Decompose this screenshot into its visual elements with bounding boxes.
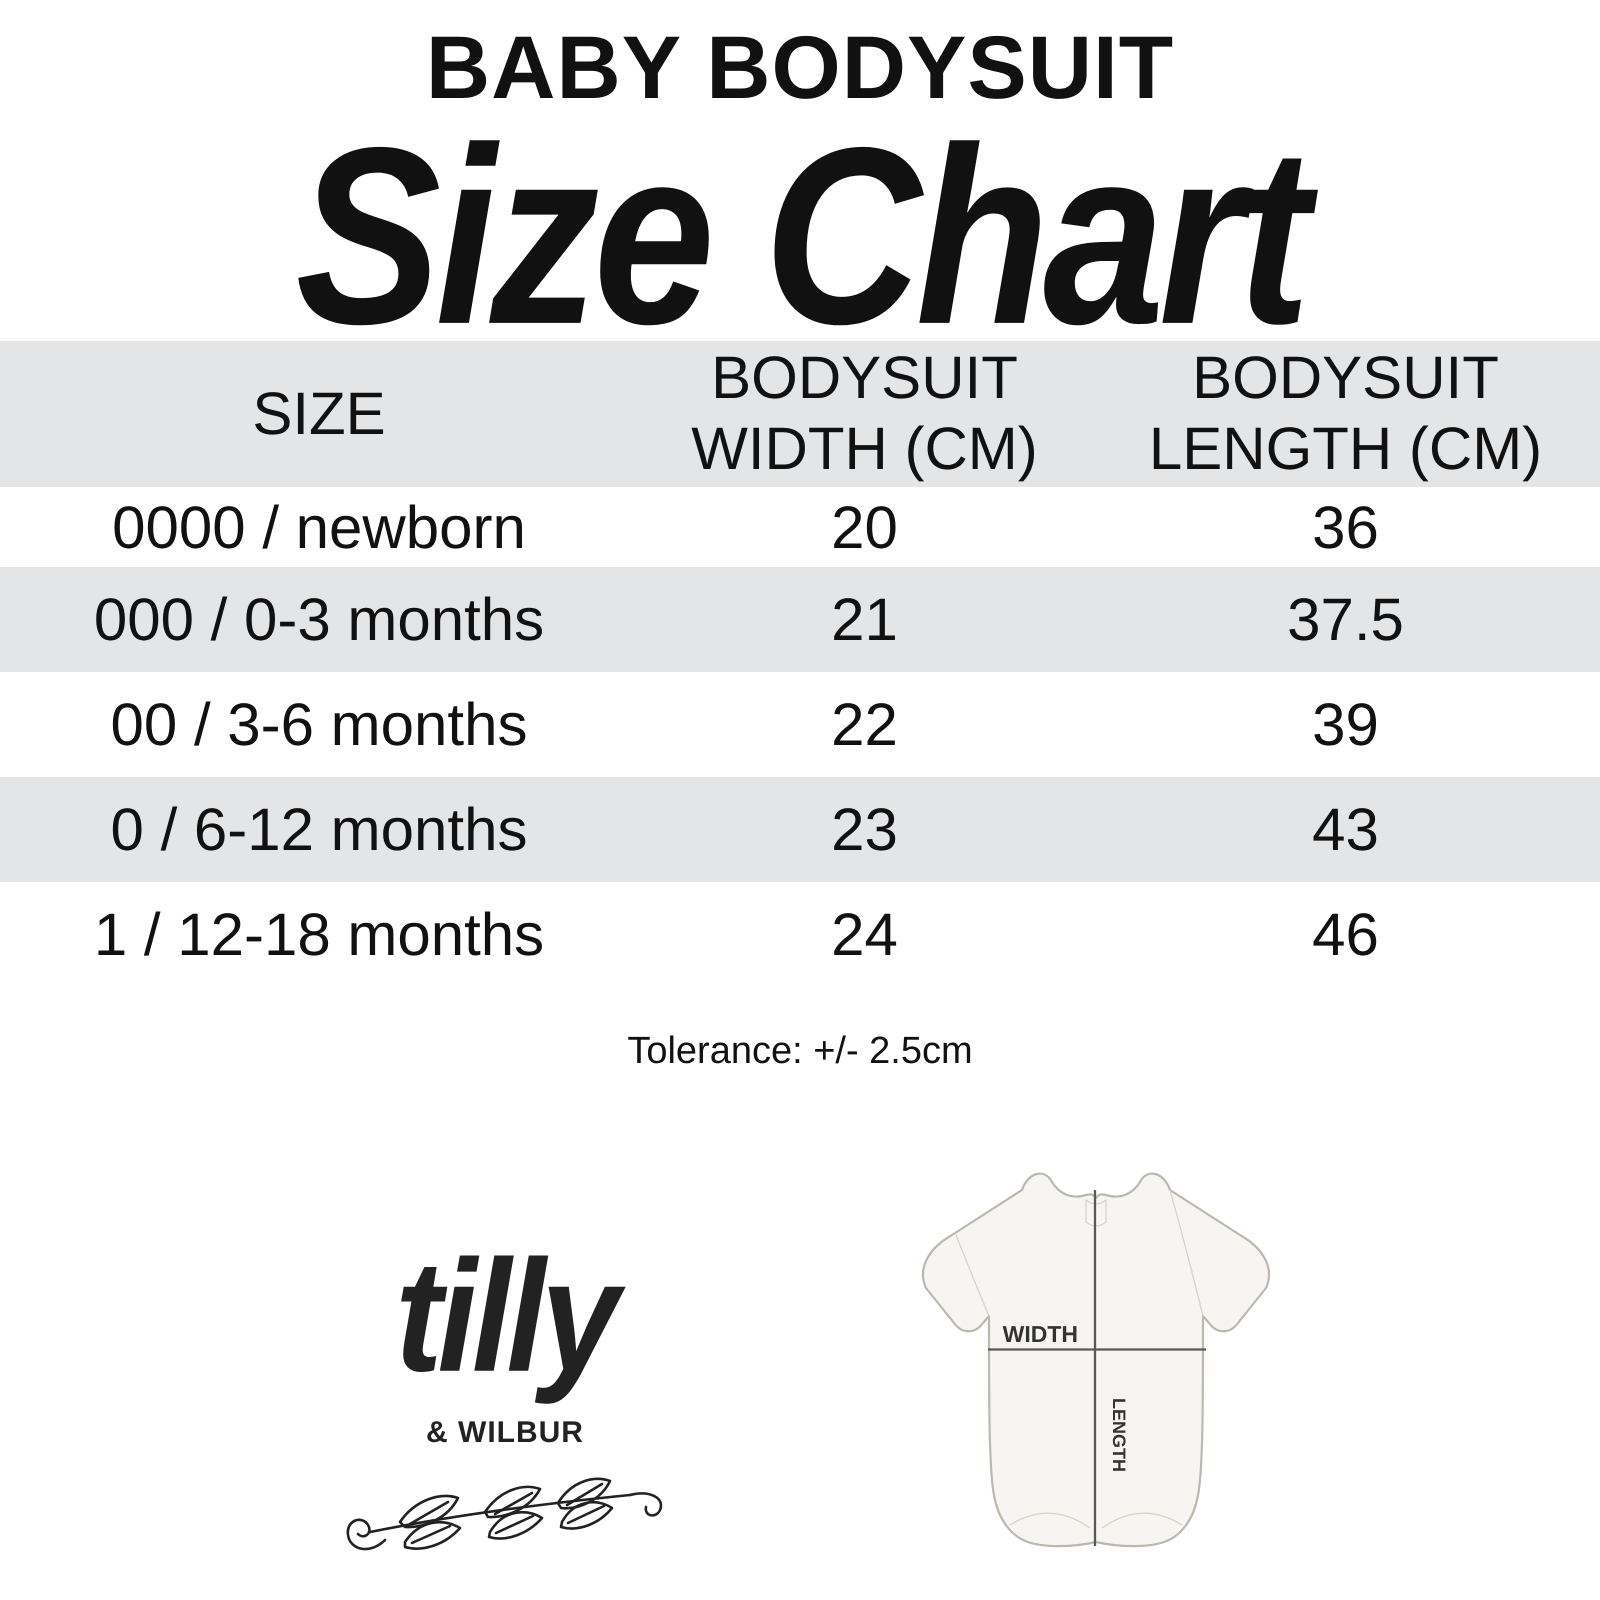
- svg-text:LENGTH: LENGTH: [1109, 1398, 1129, 1472]
- svg-text:WIDTH: WIDTH: [1003, 1321, 1078, 1347]
